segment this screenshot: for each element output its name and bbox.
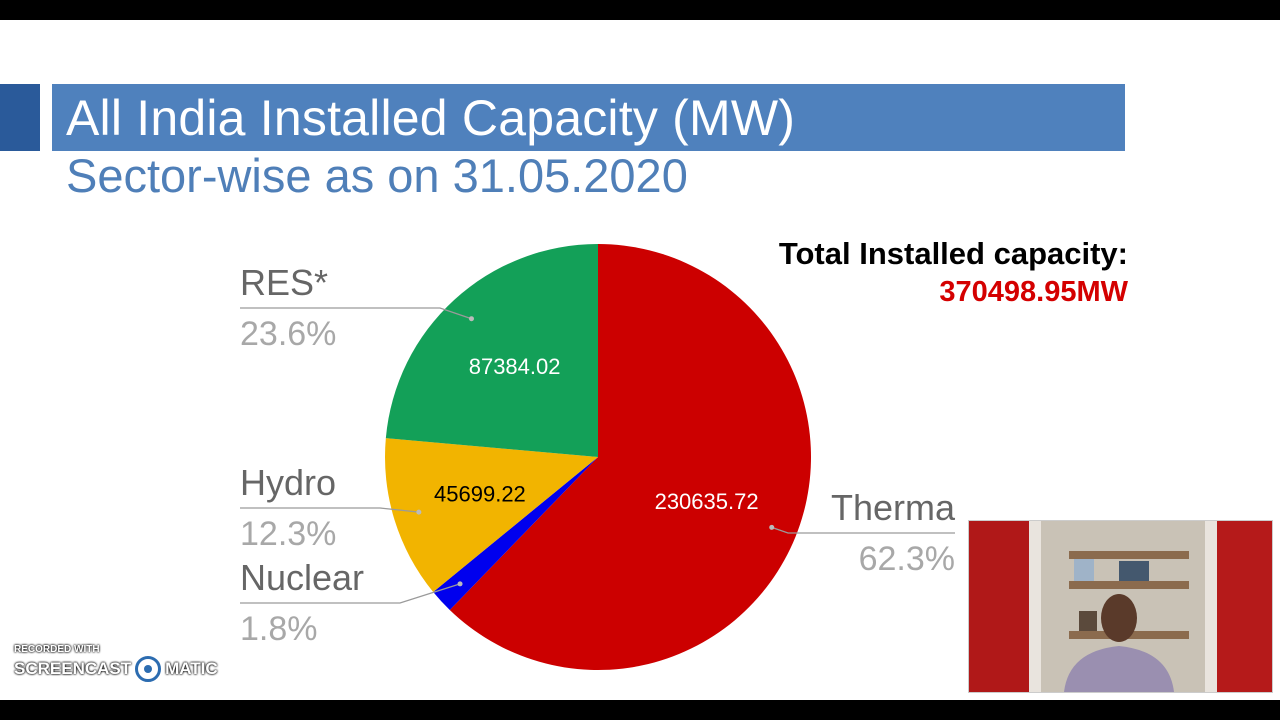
slice-category-label: RES*: [240, 262, 328, 303]
slice-percent-label: 12.3%: [240, 515, 336, 553]
leader-dot: [468, 316, 474, 322]
slice-value-label: 230635.72: [655, 489, 759, 514]
pie-slice-hydro: [384, 438, 598, 592]
pie-slice-nuclear: [433, 457, 598, 610]
slice-percent-label: 23.6%: [240, 315, 336, 353]
slice-category-label: Therma: [831, 487, 956, 528]
leader-dot: [457, 581, 463, 587]
watermark-recorded-with: RECORDED WITH: [14, 644, 100, 655]
webcam-overlay: [968, 520, 1273, 693]
watermark-matic: MATIC: [165, 659, 218, 678]
presenter-video-icon: [969, 521, 1272, 692]
leader-line: [771, 526, 955, 534]
watermark-screencast: SCREENCAST: [14, 659, 132, 678]
leader-line: [240, 583, 461, 604]
title-band: [52, 84, 1125, 151]
slide-subtitle: Sector-wise as on 31.05.2020: [66, 149, 688, 202]
total-capacity-label: Total Installed capacity:: [778, 236, 1128, 271]
slide-title: All India Installed Capacity (MW): [66, 90, 796, 146]
slice-percent-label: 1.8%: [240, 610, 318, 648]
screencast-watermark: RECORDED WITH SCREENCAST MATIC: [14, 644, 218, 682]
slice-percent-label: 62.3%: [859, 540, 955, 578]
slice-category-label: Hydro: [240, 462, 336, 503]
title-accent-block: [0, 84, 40, 151]
leader-line: [240, 507, 419, 513]
slice-value-label: 45699.22: [434, 481, 526, 506]
leader-line: [240, 307, 472, 320]
bottom-letterbox: [0, 700, 1280, 720]
slice-category-label: Nuclear: [240, 557, 364, 598]
top-letterbox: [0, 0, 1280, 20]
leader-dot: [416, 509, 422, 515]
pie-slice-res: [385, 244, 598, 457]
slice-value-label: 87384.02: [469, 354, 561, 379]
pie-slice-therma: [449, 244, 812, 671]
total-capacity-value: 370498.95MW: [939, 276, 1128, 308]
screencast-logo-icon: [135, 656, 162, 682]
leader-dot: [769, 524, 775, 530]
